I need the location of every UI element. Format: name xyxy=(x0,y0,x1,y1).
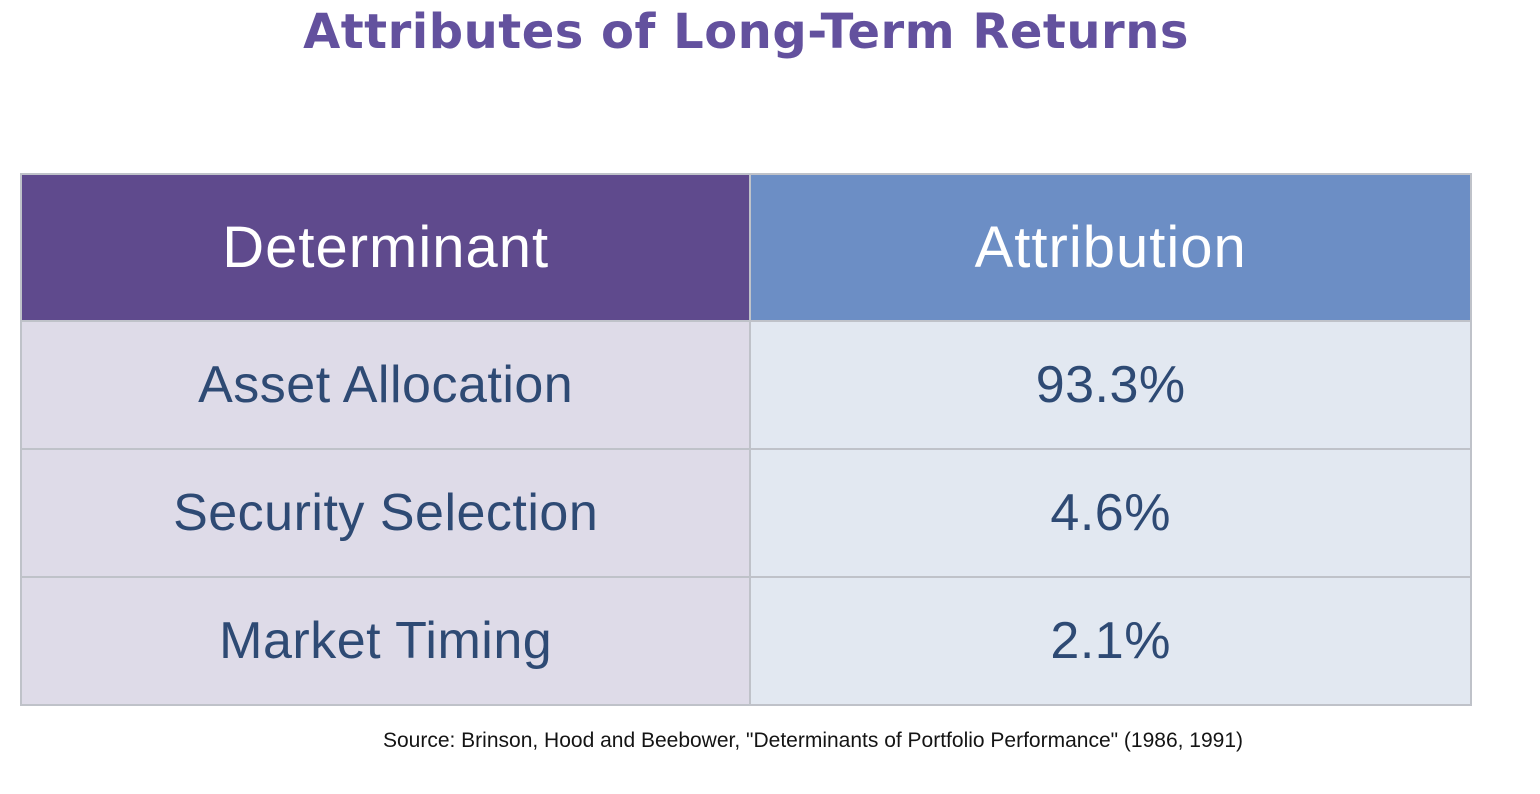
table-row: Asset Allocation 93.3% xyxy=(19,320,1472,450)
source-note: Source: Brinson, Hood and Beebower, "Det… xyxy=(382,729,1244,752)
determinant-cell: Asset Allocation xyxy=(19,320,752,450)
column-header-attribution: Attribution xyxy=(749,173,1472,322)
determinant-cell: Market Timing xyxy=(19,576,752,706)
table-row: Market Timing 2.1% xyxy=(19,576,1472,706)
table-row: Security Selection 4.6% xyxy=(19,448,1472,578)
column-header-determinant: Determinant xyxy=(19,173,752,322)
attribution-cell: 93.3% xyxy=(749,320,1472,450)
determinant-cell: Security Selection xyxy=(19,448,752,578)
attribution-cell: 4.6% xyxy=(749,448,1472,578)
attribution-table: Determinant Attribution Asset Allocation… xyxy=(19,173,1472,706)
table-header-row: Determinant Attribution xyxy=(19,173,1472,322)
attribution-cell: 2.1% xyxy=(749,576,1472,706)
page-title: Attributes of Long-Term Returns xyxy=(303,4,1189,60)
